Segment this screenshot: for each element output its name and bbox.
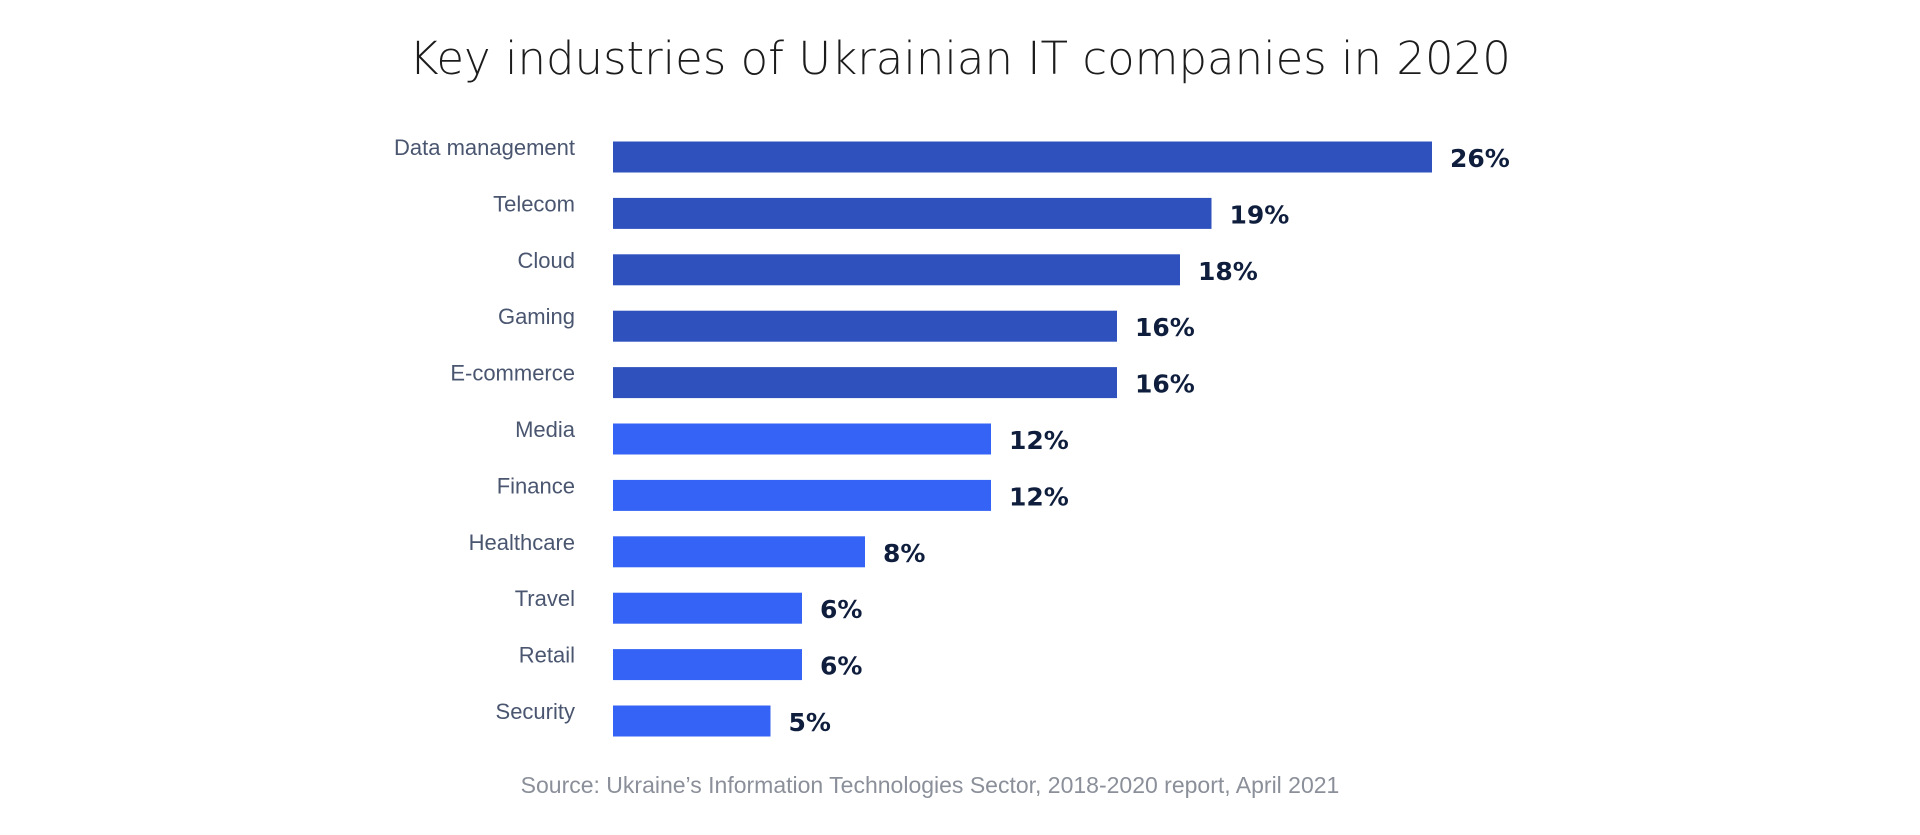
category-label: Cloud [518,248,575,273]
value-label: 6% [820,652,862,681]
bar-security [613,705,771,737]
category-label: Healthcare [469,530,575,555]
value-label: 12% [1009,482,1069,511]
bar-cloud [613,254,1180,286]
category-label: Telecom [493,191,575,216]
bar-data-management [613,141,1432,173]
bar-healthcare [613,536,865,568]
category-label: Travel [515,586,575,611]
source-note: Source: Ukraine’s Information Technologi… [520,772,1340,798]
bar-gaming [613,310,1117,342]
bar-finance [613,479,991,511]
category-label: Gaming [498,304,575,329]
value-label: 12% [1009,426,1069,455]
bar-telecom [613,197,1212,229]
category-label: E-commerce [450,361,575,386]
bar-media [613,423,991,455]
category-label: Data management [394,135,575,160]
bar-e-commerce [613,367,1117,399]
value-label: 18% [1198,257,1258,286]
bar-retail [613,649,802,681]
value-label: 5% [789,708,831,737]
chart-title: Key industries of Ukrainian IT companies… [409,32,1511,85]
bar-travel [613,592,802,624]
value-label: 16% [1135,370,1195,399]
value-label: 19% [1230,200,1290,229]
value-label: 26% [1450,144,1510,173]
value-label: 8% [883,539,925,568]
category-label: Finance [497,473,575,498]
value-label: 6% [820,595,862,624]
category-label: Security [496,699,575,724]
category-label: Retail [519,643,575,668]
category-label: Media [515,417,576,442]
value-label: 16% [1135,313,1195,342]
